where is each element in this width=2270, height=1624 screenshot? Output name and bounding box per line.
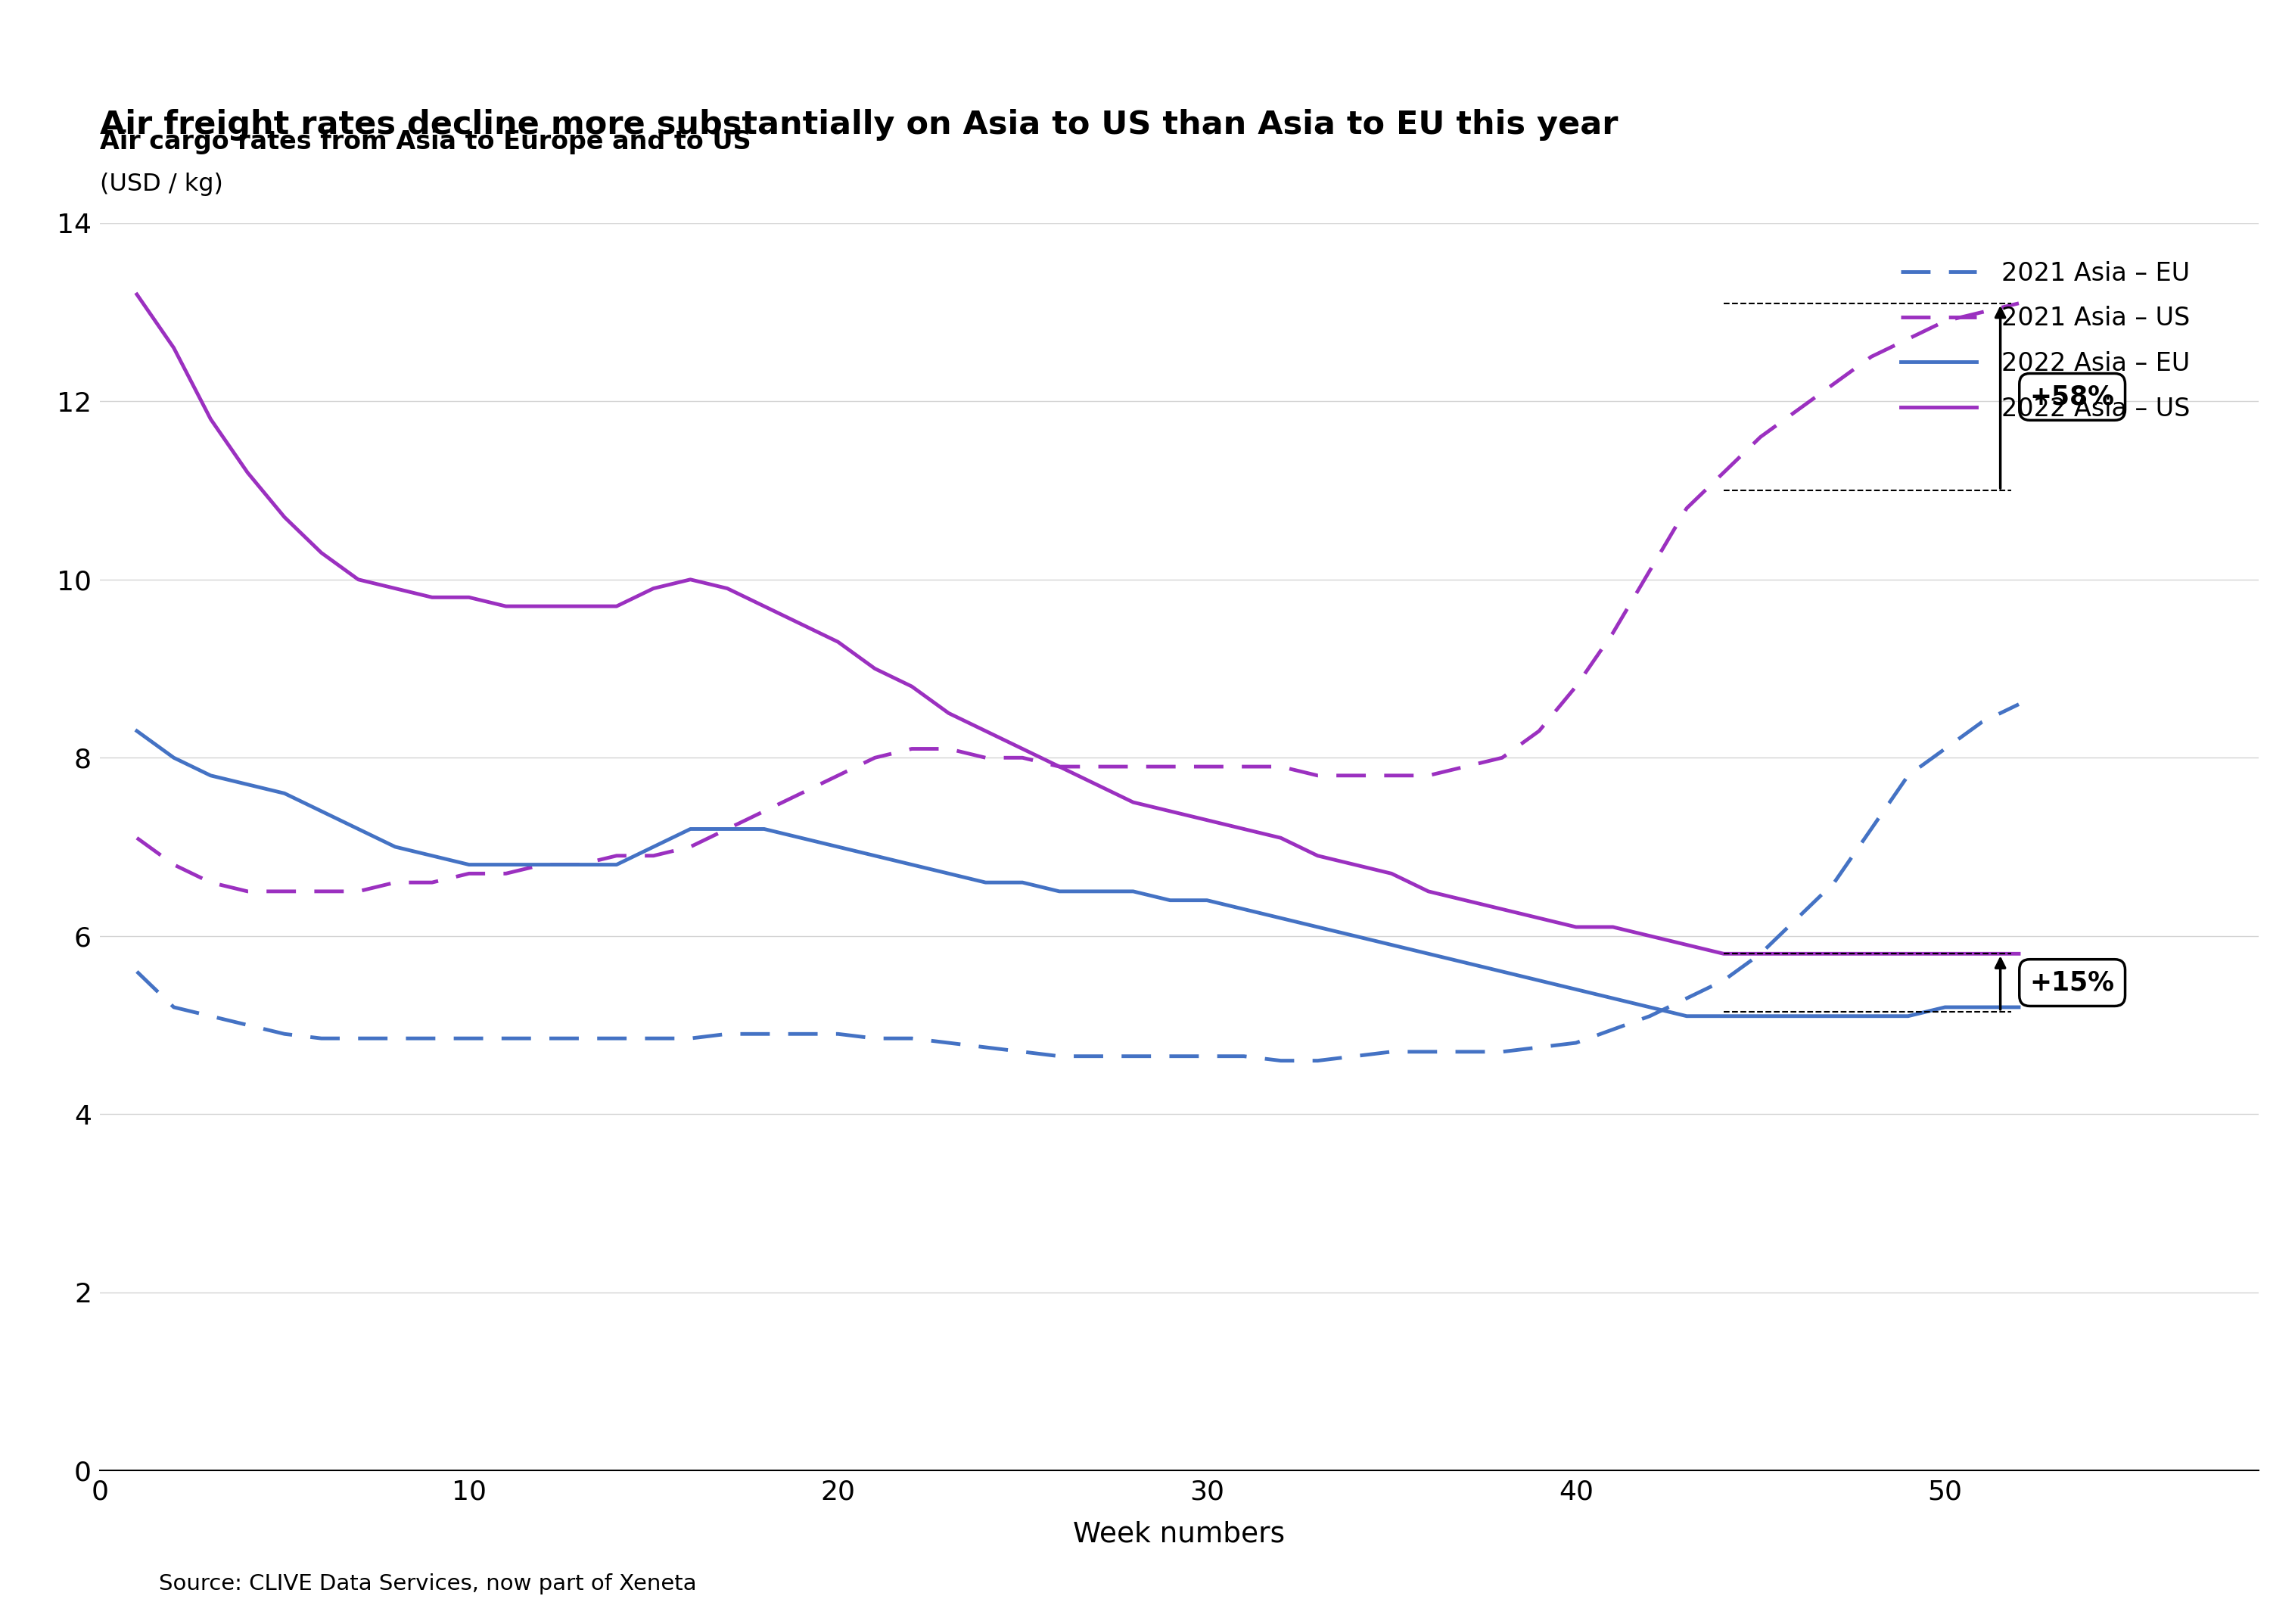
2021 Asia – EU — [123, 961, 150, 981]
2022 Asia – EU — [1008, 872, 1035, 892]
X-axis label: Week numbers: Week numbers — [1074, 1520, 1285, 1548]
Line: 2021 Asia – US: 2021 Asia – US — [136, 304, 2018, 892]
Text: +15%: +15% — [2029, 970, 2116, 996]
2022 Asia – US — [788, 614, 815, 633]
2022 Asia – EU — [123, 721, 150, 741]
2021 Asia – US — [1046, 757, 1074, 776]
2021 Asia – US — [234, 882, 261, 901]
2022 Asia – US — [123, 284, 150, 304]
2021 Asia – EU — [788, 1025, 815, 1044]
2021 Asia – US — [1303, 767, 1330, 786]
2021 Asia – US — [123, 828, 150, 848]
2021 Asia – EU — [1267, 1051, 1294, 1070]
2021 Asia – EU — [1895, 767, 1923, 786]
Text: Source: CLIVE Data Services, now part of Xeneta: Source: CLIVE Data Services, now part of… — [159, 1574, 697, 1595]
2022 Asia – US — [270, 507, 297, 526]
Legend: 2021 Asia – EU, 2021 Asia – US, 2022 Asia – EU, 2022 Asia – US: 2021 Asia – EU, 2021 Asia – US, 2022 Asi… — [1889, 248, 2202, 434]
Text: Air cargo rates from Asia to Europe and to US: Air cargo rates from Asia to Europe and … — [100, 130, 751, 154]
2022 Asia – EU — [1673, 1007, 1700, 1026]
2021 Asia – EU — [1378, 1043, 1405, 1062]
2022 Asia – EU — [1895, 1007, 1923, 1026]
2022 Asia – EU — [270, 784, 297, 804]
Text: (USD / kg): (USD / kg) — [100, 172, 222, 195]
2021 Asia – US — [824, 767, 851, 786]
Text: +58%: +58% — [2029, 383, 2116, 409]
2022 Asia – US — [1342, 854, 1369, 874]
2021 Asia – US — [309, 882, 336, 901]
Text: Air freight rates decline more substantially on Asia to US than Asia to EU this : Air freight rates decline more substanti… — [100, 109, 1619, 141]
2022 Asia – US — [1267, 828, 1294, 848]
2022 Asia – EU — [2004, 997, 2032, 1017]
Line: 2022 Asia – EU: 2022 Asia – EU — [136, 731, 2018, 1017]
2021 Asia – EU — [2004, 695, 2032, 715]
2021 Asia – US — [2004, 294, 2032, 313]
2022 Asia – US — [1895, 944, 1923, 963]
Line: 2022 Asia – US: 2022 Asia – US — [136, 294, 2018, 953]
Line: 2021 Asia – EU: 2021 Asia – EU — [136, 705, 2018, 1060]
2021 Asia – EU — [270, 1025, 297, 1044]
2021 Asia – EU — [1008, 1043, 1035, 1062]
2022 Asia – EU — [1342, 926, 1369, 945]
2021 Asia – US — [1895, 330, 1923, 349]
2022 Asia – EU — [1267, 908, 1294, 927]
2022 Asia – US — [2004, 944, 2032, 963]
2022 Asia – US — [1008, 739, 1035, 758]
2022 Asia – US — [1709, 944, 1737, 963]
2021 Asia – EU — [1303, 1051, 1330, 1070]
2022 Asia – EU — [788, 828, 815, 848]
2021 Asia – US — [1378, 767, 1405, 786]
